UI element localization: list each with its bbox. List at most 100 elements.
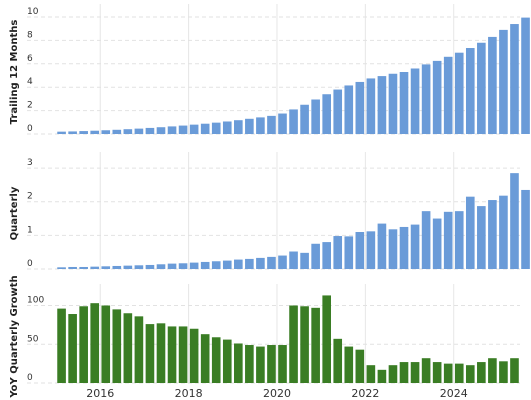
bar (311, 99, 320, 134)
bar (477, 42, 486, 134)
bar (421, 64, 431, 134)
bar (510, 358, 519, 383)
y-tick-label: 100 (27, 296, 44, 306)
bar (90, 266, 100, 269)
bar (333, 89, 343, 134)
bar (510, 173, 519, 269)
bar (167, 263, 177, 269)
bar (510, 24, 519, 134)
bar (499, 195, 508, 269)
bar (488, 200, 497, 269)
bar (79, 131, 88, 134)
bar (189, 262, 199, 269)
bar (300, 104, 309, 134)
bar (399, 226, 409, 269)
bar (377, 76, 387, 134)
y-tick-label: 2 (27, 192, 33, 202)
bar (289, 305, 298, 383)
bar (222, 121, 232, 134)
bar (189, 328, 199, 383)
panel-2: 0 1 2 3 Quarterly (9, 152, 530, 270)
bar (57, 131, 66, 134)
y-tick-label: 2 (27, 101, 33, 111)
bar (388, 365, 398, 383)
bar (68, 131, 77, 134)
bar (477, 362, 486, 383)
y-tick-label: 10 (27, 7, 39, 17)
bar (245, 258, 254, 269)
bar (333, 236, 343, 269)
x-tick-label: 2022 (351, 387, 379, 400)
bar (156, 323, 166, 383)
bar (410, 362, 420, 383)
y-tick-label: 0 (27, 259, 33, 269)
y-axis-label: Trailing 12 Months (9, 20, 20, 125)
bar (465, 196, 475, 269)
bar (355, 81, 365, 134)
bar (410, 224, 420, 269)
bar (101, 305, 111, 383)
bar (245, 118, 254, 134)
bar (90, 303, 100, 383)
bar (112, 129, 122, 134)
bar (112, 309, 122, 384)
bar (234, 259, 243, 269)
bar (443, 363, 453, 384)
y-tick-label: 6 (27, 54, 33, 64)
bar (145, 264, 155, 269)
bar (488, 36, 497, 134)
bar (234, 343, 243, 383)
bar (454, 363, 464, 384)
bar (57, 308, 66, 383)
bar (432, 60, 442, 134)
bar (123, 129, 133, 134)
bar (399, 72, 409, 134)
bar (156, 127, 166, 134)
bar (300, 252, 309, 269)
chart-panels: 0 2 4 6 8 10 Trailing 12 Months 0 1 2 3 Quarterly 0 5… (9, 4, 530, 399)
bar (222, 339, 232, 383)
bar (79, 306, 88, 383)
y-tick-label: 8 (27, 30, 33, 40)
bar (521, 17, 530, 135)
bar (278, 113, 287, 134)
bar (123, 313, 133, 383)
bar (333, 338, 343, 383)
bar (344, 236, 354, 269)
bar (123, 265, 133, 269)
bar (366, 231, 376, 269)
bar (388, 229, 398, 269)
x-tick-label: 2024 (440, 387, 468, 400)
y-axis-label: YoY Quarterly Growth (9, 275, 20, 398)
bar (200, 261, 210, 269)
bar (278, 255, 287, 269)
x-axis: 2016 2018 2020 2022 2024 (86, 387, 467, 400)
bar (256, 257, 265, 269)
bar (366, 78, 376, 134)
bar (322, 242, 331, 269)
bar (521, 189, 530, 269)
bar (90, 130, 100, 134)
bar (465, 48, 475, 134)
x-tick-label: 2020 (263, 387, 291, 400)
bar (432, 362, 442, 383)
bar (443, 211, 453, 269)
y-tick-label: 0 (27, 373, 33, 383)
y-tick-label: 0 (27, 124, 33, 134)
bar (222, 260, 232, 269)
bar (311, 307, 320, 383)
bar (178, 125, 188, 134)
bar (377, 369, 387, 383)
bar (388, 73, 398, 134)
bar (322, 94, 331, 134)
bar (278, 345, 287, 383)
bar (112, 265, 122, 269)
y-tick-label: 50 (27, 334, 39, 344)
bar (399, 362, 409, 383)
y-tick-label: 1 (27, 225, 33, 235)
bar (488, 358, 497, 383)
bar (477, 206, 486, 269)
bar (211, 261, 221, 269)
bar (311, 243, 320, 269)
